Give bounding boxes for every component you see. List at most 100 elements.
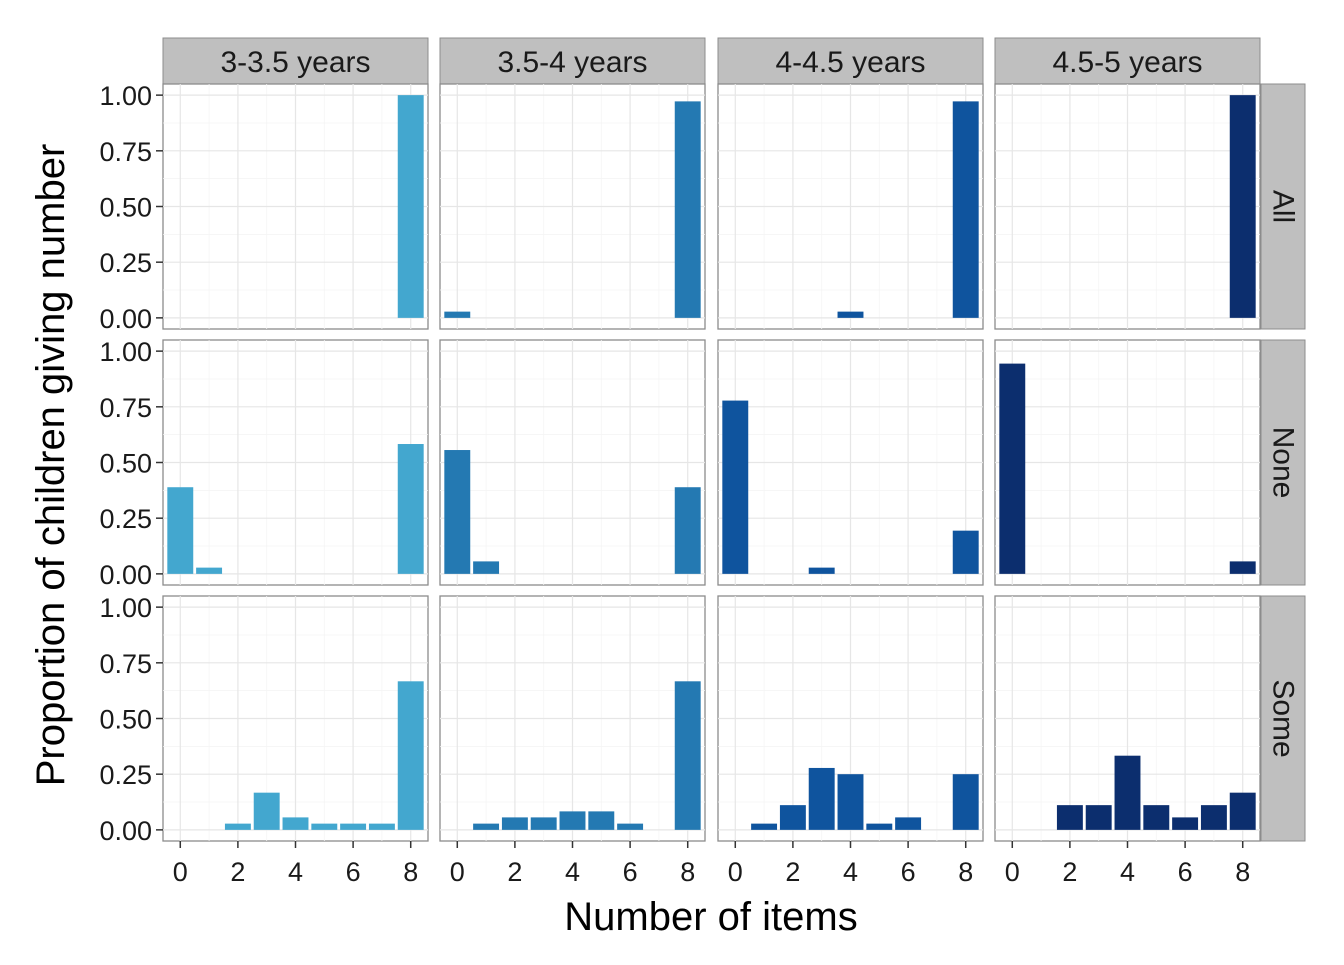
bar-x4 (837, 774, 864, 830)
row-strip-none (1260, 339, 1306, 586)
column-strip-3-5-4-years (439, 37, 706, 85)
bar-x0 (444, 450, 471, 574)
row-strip-label: All (1267, 190, 1300, 223)
row-strip-all (1260, 83, 1306, 330)
bar-x3 (808, 567, 835, 574)
y-tick-label: 0.00 (99, 560, 152, 590)
panel-none-3-5-4-years (439, 339, 706, 586)
y-tick-label: 1.00 (99, 337, 152, 367)
bar-x4 (559, 811, 586, 830)
x-tick-label: 2 (507, 857, 522, 887)
x-axis-title: Number of items (564, 895, 857, 939)
bar-x8 (952, 530, 979, 574)
bar-x0 (444, 311, 471, 318)
bar-x1 (473, 561, 500, 574)
bar-x5 (1143, 805, 1170, 830)
x-tick-label: 2 (1062, 857, 1077, 887)
bar-x7 (368, 823, 395, 830)
column-strip-label: 4.5-5 years (1052, 46, 1202, 79)
bar-x3 (808, 767, 835, 830)
bar-x4 (282, 817, 309, 830)
y-axis-title: Proportion of children giving number (29, 144, 73, 787)
row-strip-label: Some (1267, 679, 1300, 757)
bar-x2 (501, 817, 528, 830)
bar-x8 (952, 774, 979, 830)
x-tick-label: 0 (728, 857, 743, 887)
bar-x8 (674, 101, 701, 318)
x-tick-label: 6 (623, 857, 638, 887)
bar-x3 (1085, 805, 1112, 830)
panel-none-4-5-5-years (994, 339, 1261, 586)
y-tick-label: 1.00 (99, 593, 152, 623)
column-strip-3-3-5-years (162, 37, 429, 85)
bar-x2 (779, 805, 806, 830)
bar-x4 (837, 311, 864, 318)
column-strip-4-4-5-years (717, 37, 984, 85)
bar-x1 (196, 567, 223, 574)
x-tick-label: 6 (901, 857, 916, 887)
bar-x8 (1229, 561, 1256, 574)
bar-x8 (674, 681, 701, 830)
bar-x7 (1200, 805, 1227, 830)
bar-x2 (224, 823, 251, 830)
bar-x0 (167, 487, 194, 574)
bar-x1 (751, 823, 778, 830)
y-tick-label: 0.75 (99, 649, 152, 679)
x-tick-label: 2 (785, 857, 800, 887)
bar-x0 (722, 400, 749, 574)
bar-x0 (999, 363, 1026, 574)
bar-x5 (311, 823, 338, 830)
x-tick-label: 4 (288, 857, 303, 887)
bar-x8 (397, 444, 424, 574)
x-tick-label: 8 (403, 857, 418, 887)
column-strip-label: 3-3.5 years (220, 46, 370, 79)
panel-all-3-5-4-years (439, 83, 706, 330)
y-tick-label: 0.50 (99, 705, 152, 735)
x-tick-label: 0 (450, 857, 465, 887)
bar-x8 (674, 487, 701, 574)
bar-x4 (1114, 755, 1141, 830)
panel-some-3-3-5-years (162, 595, 429, 842)
panel-some-4-5-5-years (994, 595, 1261, 842)
y-tick-label: 1.00 (99, 81, 152, 111)
bar-x3 (530, 817, 557, 830)
bar-x8 (397, 95, 424, 318)
x-tick-label: 4 (1120, 857, 1135, 887)
panel-some-4-4-5-years (717, 595, 984, 842)
row-strip-some (1260, 595, 1306, 842)
x-tick-label: 8 (1235, 857, 1250, 887)
x-tick-label: 6 (1178, 857, 1193, 887)
y-tick-label: 0.50 (99, 449, 152, 479)
row-strip-label: None (1267, 427, 1300, 499)
x-tick-label: 6 (346, 857, 361, 887)
panel-all-3-3-5-years (162, 83, 429, 330)
x-tick-label: 8 (958, 857, 973, 887)
y-tick-label: 0.00 (99, 304, 152, 334)
x-tick-label: 0 (173, 857, 188, 887)
panel-all-4-4-5-years (717, 83, 984, 330)
x-tick-label: 0 (1005, 857, 1020, 887)
bar-x8 (397, 681, 424, 830)
x-tick-label: 4 (565, 857, 580, 887)
bar-x1 (473, 823, 500, 830)
column-strip-label: 3.5-4 years (497, 46, 647, 79)
bar-x3 (253, 792, 280, 830)
panel-some-3-5-4-years (439, 595, 706, 842)
column-strip-label: 4-4.5 years (775, 46, 925, 79)
panel-none-4-4-5-years (717, 339, 984, 586)
y-tick-label: 0.00 (99, 816, 152, 846)
panel-none-3-3-5-years (162, 339, 429, 586)
x-tick-label: 2 (230, 857, 245, 887)
bar-x5 (866, 823, 893, 830)
bar-x8 (1229, 792, 1256, 830)
bar-x8 (952, 101, 979, 318)
y-tick-label: 0.75 (99, 137, 152, 167)
y-tick-label: 0.25 (99, 504, 152, 534)
bar-x6 (617, 823, 644, 830)
column-strip-4-5-5-years (994, 37, 1261, 85)
bar-x2 (1056, 805, 1083, 830)
bar-x5 (588, 811, 615, 830)
bar-x6 (895, 817, 922, 830)
